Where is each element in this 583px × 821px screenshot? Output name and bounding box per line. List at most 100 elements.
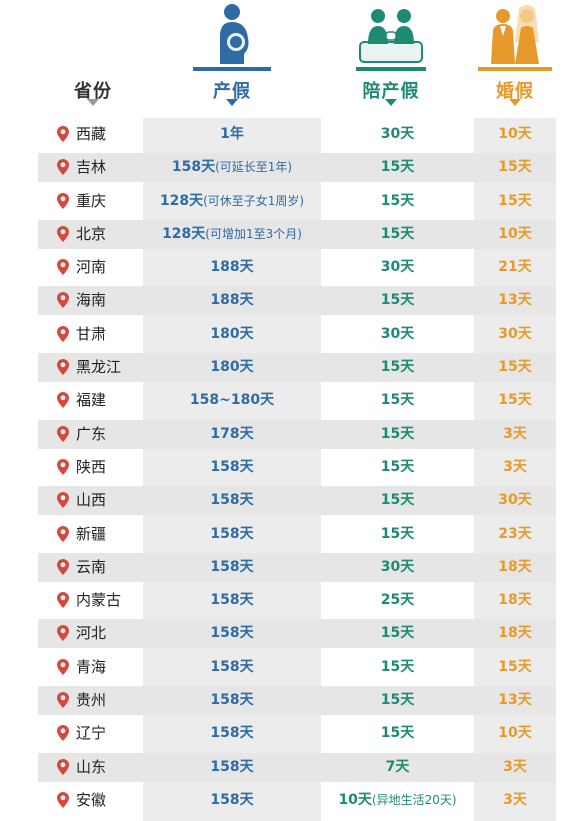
province-name: 内蒙古 bbox=[76, 591, 122, 610]
marriage-value: 23天 bbox=[498, 525, 532, 542]
province-header: 省份 bbox=[58, 0, 128, 106]
table-row: 山西 158天 15天 30天 bbox=[0, 484, 583, 517]
marriage-value: 10天 bbox=[498, 725, 532, 742]
location-pin-icon bbox=[57, 592, 69, 609]
row-band bbox=[38, 286, 556, 316]
marriage-value: 10天 bbox=[498, 126, 532, 142]
province-name: 重庆 bbox=[76, 191, 107, 210]
maternity-value: 128天 bbox=[159, 192, 204, 209]
maternity-note: (可增加1至3个月) bbox=[205, 226, 302, 241]
location-pin-icon bbox=[57, 658, 69, 675]
location-pin-icon bbox=[57, 159, 69, 176]
paternity-value: 15天 bbox=[380, 359, 415, 376]
marriage-value: 30天 bbox=[498, 325, 532, 342]
maternity-value: 158天 bbox=[171, 159, 216, 176]
location-pin-icon bbox=[57, 192, 69, 209]
marriage-value: 13天 bbox=[498, 292, 532, 309]
location-pin-icon bbox=[57, 325, 69, 342]
maternity-cell: 158天(可延长至1年) bbox=[143, 151, 321, 184]
table-row: 福建 158~180天 15天 15天 bbox=[0, 384, 583, 417]
province-name: 陕西 bbox=[76, 457, 107, 476]
maternity-value: 188天 bbox=[210, 292, 254, 309]
location-pin-icon bbox=[57, 292, 69, 309]
maternity-value: 128天 bbox=[162, 225, 206, 242]
maternity-value: 180天 bbox=[210, 325, 254, 342]
location-pin-icon bbox=[57, 359, 69, 376]
pregnant-woman-icon bbox=[220, 4, 249, 64]
paternity-value: 15天 bbox=[380, 725, 415, 742]
maternity-value: 158天 bbox=[210, 791, 254, 808]
table-row: 西藏 1年 30天 10天 bbox=[0, 118, 583, 151]
paternity-value: 15天 bbox=[380, 292, 415, 309]
maternity-value: 158天 bbox=[210, 558, 254, 575]
maternity-note: (可休至子女1周岁) bbox=[203, 193, 305, 208]
province-name: 河北 bbox=[76, 624, 107, 643]
maternity-cell: 158~180天 bbox=[143, 384, 321, 417]
location-pin-icon bbox=[57, 425, 69, 442]
maternity-value: 158天 bbox=[210, 525, 254, 542]
location-pin-icon bbox=[57, 625, 69, 642]
maternity-cell: 158天 bbox=[143, 717, 321, 750]
paternity-cell: 15天 bbox=[321, 151, 474, 184]
province-name: 青海 bbox=[76, 657, 107, 676]
paternity-value: 10天 bbox=[338, 791, 372, 808]
maternity-header-label: 产假 bbox=[213, 81, 251, 102]
paternity-cell: 15天 bbox=[321, 451, 474, 484]
row-band bbox=[38, 153, 556, 183]
row-band bbox=[38, 752, 556, 782]
paternity-cell: 15天 bbox=[321, 717, 474, 750]
paternity-cell: 7天 bbox=[321, 751, 474, 784]
marriage-header-bar bbox=[478, 67, 552, 71]
bride-groom-icon bbox=[491, 5, 539, 64]
table-row: 重庆 128天(可休至子女1周岁) 15天 15天 bbox=[0, 185, 583, 218]
location-pin-icon bbox=[57, 791, 69, 808]
row-band bbox=[38, 552, 556, 582]
paternity-cell: 15天 bbox=[321, 617, 474, 650]
province-name: 山西 bbox=[76, 491, 107, 510]
maternity-cell: 1年 bbox=[143, 118, 321, 151]
table-row: 海南 188天 15天 13天 bbox=[0, 284, 583, 317]
province-header-label: 省份 bbox=[74, 81, 112, 102]
paternity-value: 15天 bbox=[380, 525, 415, 542]
paternity-cell: 15天 bbox=[321, 351, 474, 384]
row-band bbox=[38, 219, 556, 249]
leave-table: 西藏 1年 30天 10天 吉林 158天(可延长至1年) 15天 15天 重庆 128天(可休至… bbox=[0, 118, 583, 817]
sort-arrow-icon bbox=[226, 99, 238, 106]
location-pin-icon bbox=[57, 458, 69, 475]
maternity-value: 158天 bbox=[210, 458, 254, 475]
table-row: 河北 158天 15天 18天 bbox=[0, 617, 583, 650]
row-band bbox=[38, 619, 556, 649]
paternity-cell: 15天 bbox=[321, 484, 474, 517]
row-band bbox=[38, 486, 556, 516]
paternity-note: (异地生活20天) bbox=[371, 792, 457, 807]
province-name: 黑龙江 bbox=[76, 358, 122, 377]
maternity-value: 158天 bbox=[210, 658, 254, 675]
marriage-value: 13天 bbox=[498, 692, 532, 709]
sort-arrow-icon bbox=[509, 99, 521, 106]
maternity-cell: 188天 bbox=[143, 251, 321, 284]
maternity-cell: 180天 bbox=[143, 318, 321, 351]
marriage-value: 21天 bbox=[498, 259, 532, 276]
paternity-header-bar bbox=[356, 67, 426, 71]
paternity-cell: 30天 bbox=[321, 318, 474, 351]
paternity-value: 15天 bbox=[380, 692, 415, 709]
paternity-value: 15天 bbox=[380, 392, 415, 409]
location-pin-icon bbox=[57, 725, 69, 742]
maternity-value: 158天 bbox=[210, 592, 254, 609]
maternity-cell: 158天 bbox=[143, 751, 321, 784]
paternity-cell: 30天 bbox=[321, 251, 474, 284]
maternity-value: 158天 bbox=[210, 625, 254, 642]
paternity-value: 15天 bbox=[380, 458, 415, 475]
paternity-value: 15天 bbox=[380, 192, 415, 209]
father-baby-icon bbox=[359, 9, 423, 63]
paternity-cell: 15天 bbox=[321, 384, 474, 417]
maternity-cell: 158天 bbox=[143, 684, 321, 717]
row-band bbox=[38, 353, 556, 383]
table-row: 甘肃 180天 30天 30天 bbox=[0, 318, 583, 351]
table-row: 北京 128天(可增加1至3个月) 15天 10天 bbox=[0, 218, 583, 251]
location-pin-icon bbox=[57, 558, 69, 575]
maternity-header: 产假 bbox=[193, 0, 271, 106]
paternity-value: 15天 bbox=[380, 159, 415, 176]
paternity-value: 15天 bbox=[380, 492, 415, 509]
maternity-value: 158天 bbox=[210, 758, 254, 775]
